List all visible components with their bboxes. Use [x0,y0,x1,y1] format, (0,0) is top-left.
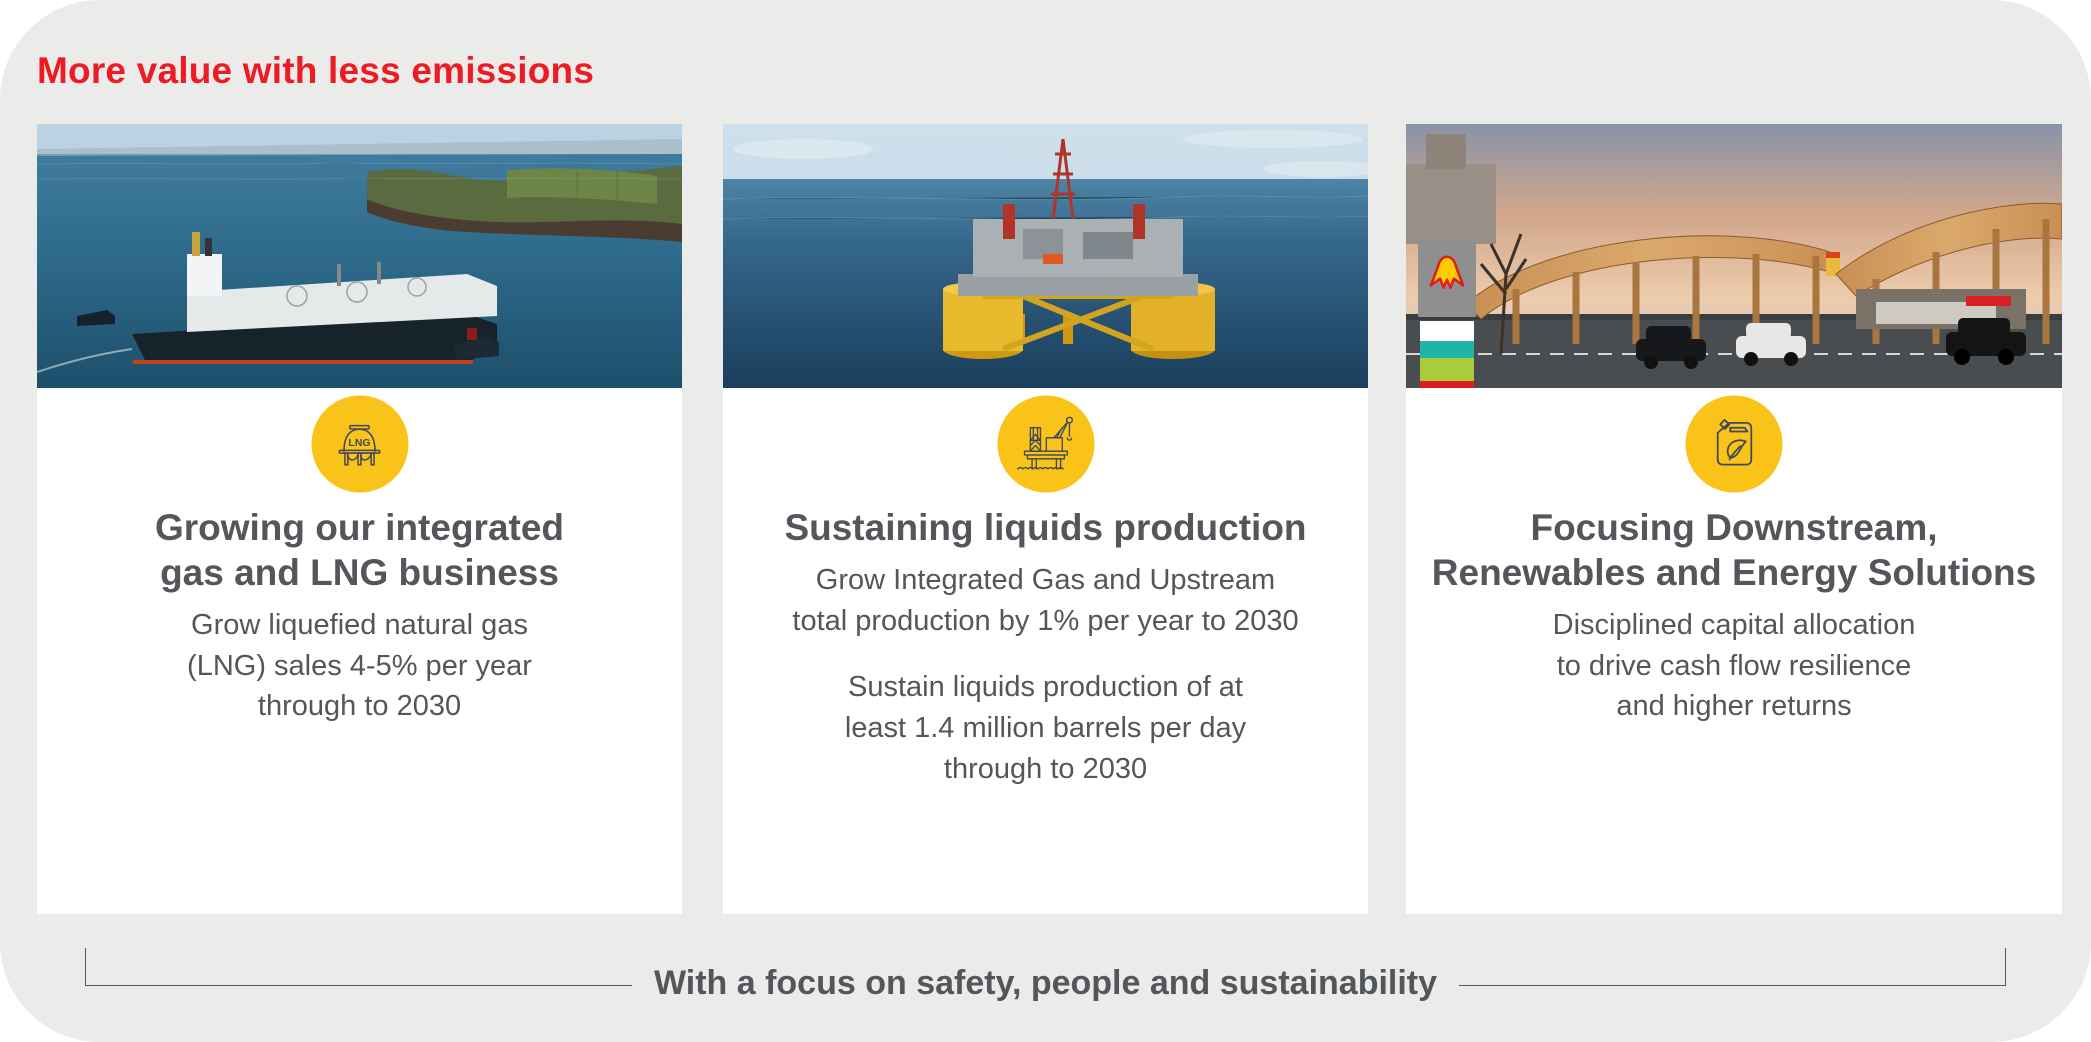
svg-text:LNG: LNG [348,436,370,448]
